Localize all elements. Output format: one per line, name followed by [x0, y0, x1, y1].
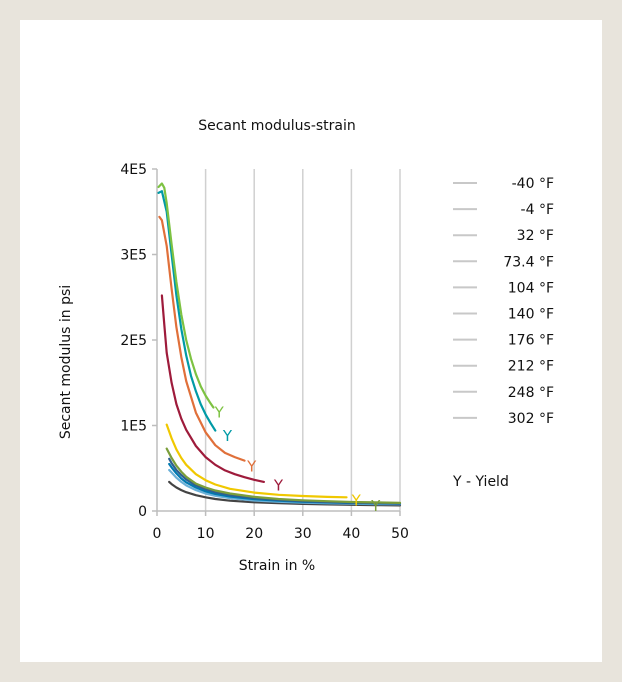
- y-tick-label: 2E5: [120, 333, 147, 349]
- series-line: [157, 182, 215, 409]
- series-lines: [157, 182, 402, 507]
- legend-entry: 73.4 °F: [503, 254, 554, 270]
- y-tick-label: 1E5: [120, 419, 147, 435]
- grid: [204, 169, 401, 511]
- legend-entry: 140 °F: [508, 307, 554, 323]
- chart-title: Secant modulus-strain: [198, 118, 356, 134]
- x-tick-label: 40: [342, 526, 360, 542]
- series-line: [160, 294, 265, 483]
- legend: -40 °F -4 °F 32 °F 73.4 °F 104 °F 140 °F 176 °…: [453, 176, 554, 427]
- series-line: [157, 190, 217, 432]
- yield-marker: Y: [222, 427, 233, 445]
- y-tick-label: 3E5: [120, 248, 147, 264]
- legend-entry: 32 °F: [517, 228, 554, 244]
- yield-marker: Y: [273, 476, 284, 494]
- x-tick-label: 10: [197, 526, 215, 542]
- legend-entry: -40 °F: [512, 176, 554, 192]
- legend-entry: 212 °F: [508, 359, 554, 375]
- secant-modulus-chart: Secant modulus-strain 0 1E5 2E5 3E5 4E5 0 10 20…: [58, 118, 554, 574]
- chart-card: Secant modulus-strain 0 1E5 2E5 3E5 4E5 0 10 20…: [20, 20, 602, 662]
- x-tick-label: 50: [391, 526, 409, 542]
- legend-entry: 248 °F: [508, 385, 554, 401]
- series-line: [165, 423, 348, 499]
- series-line: [165, 447, 402, 504]
- legend-note: Y - Yield: [452, 474, 509, 490]
- y-tick-label: 0: [138, 504, 147, 520]
- x-tick-label: 20: [245, 526, 263, 542]
- x-axis-label: Strain in %: [239, 558, 315, 574]
- legend-entry: 176 °F: [508, 333, 554, 349]
- yield-marker: Y: [214, 404, 225, 422]
- yield-marker: Y: [351, 492, 362, 510]
- legend-entry: 104 °F: [508, 280, 554, 296]
- legend-entry: 302 °F: [508, 411, 554, 427]
- x-tick-label: 30: [294, 526, 312, 542]
- series-line: [158, 215, 246, 462]
- y-tick-label: 4E5: [120, 162, 147, 178]
- yield-marker: Y: [370, 497, 381, 515]
- x-tick-label: 0: [153, 526, 162, 542]
- y-axis-label: Secant modulus in psi: [58, 285, 74, 439]
- yield-marker: Y: [246, 458, 257, 476]
- legend-entry: -4 °F: [521, 202, 554, 218]
- axes: 0 1E5 2E5 3E5 4E5 0 10 20 30 40 50: [120, 162, 409, 542]
